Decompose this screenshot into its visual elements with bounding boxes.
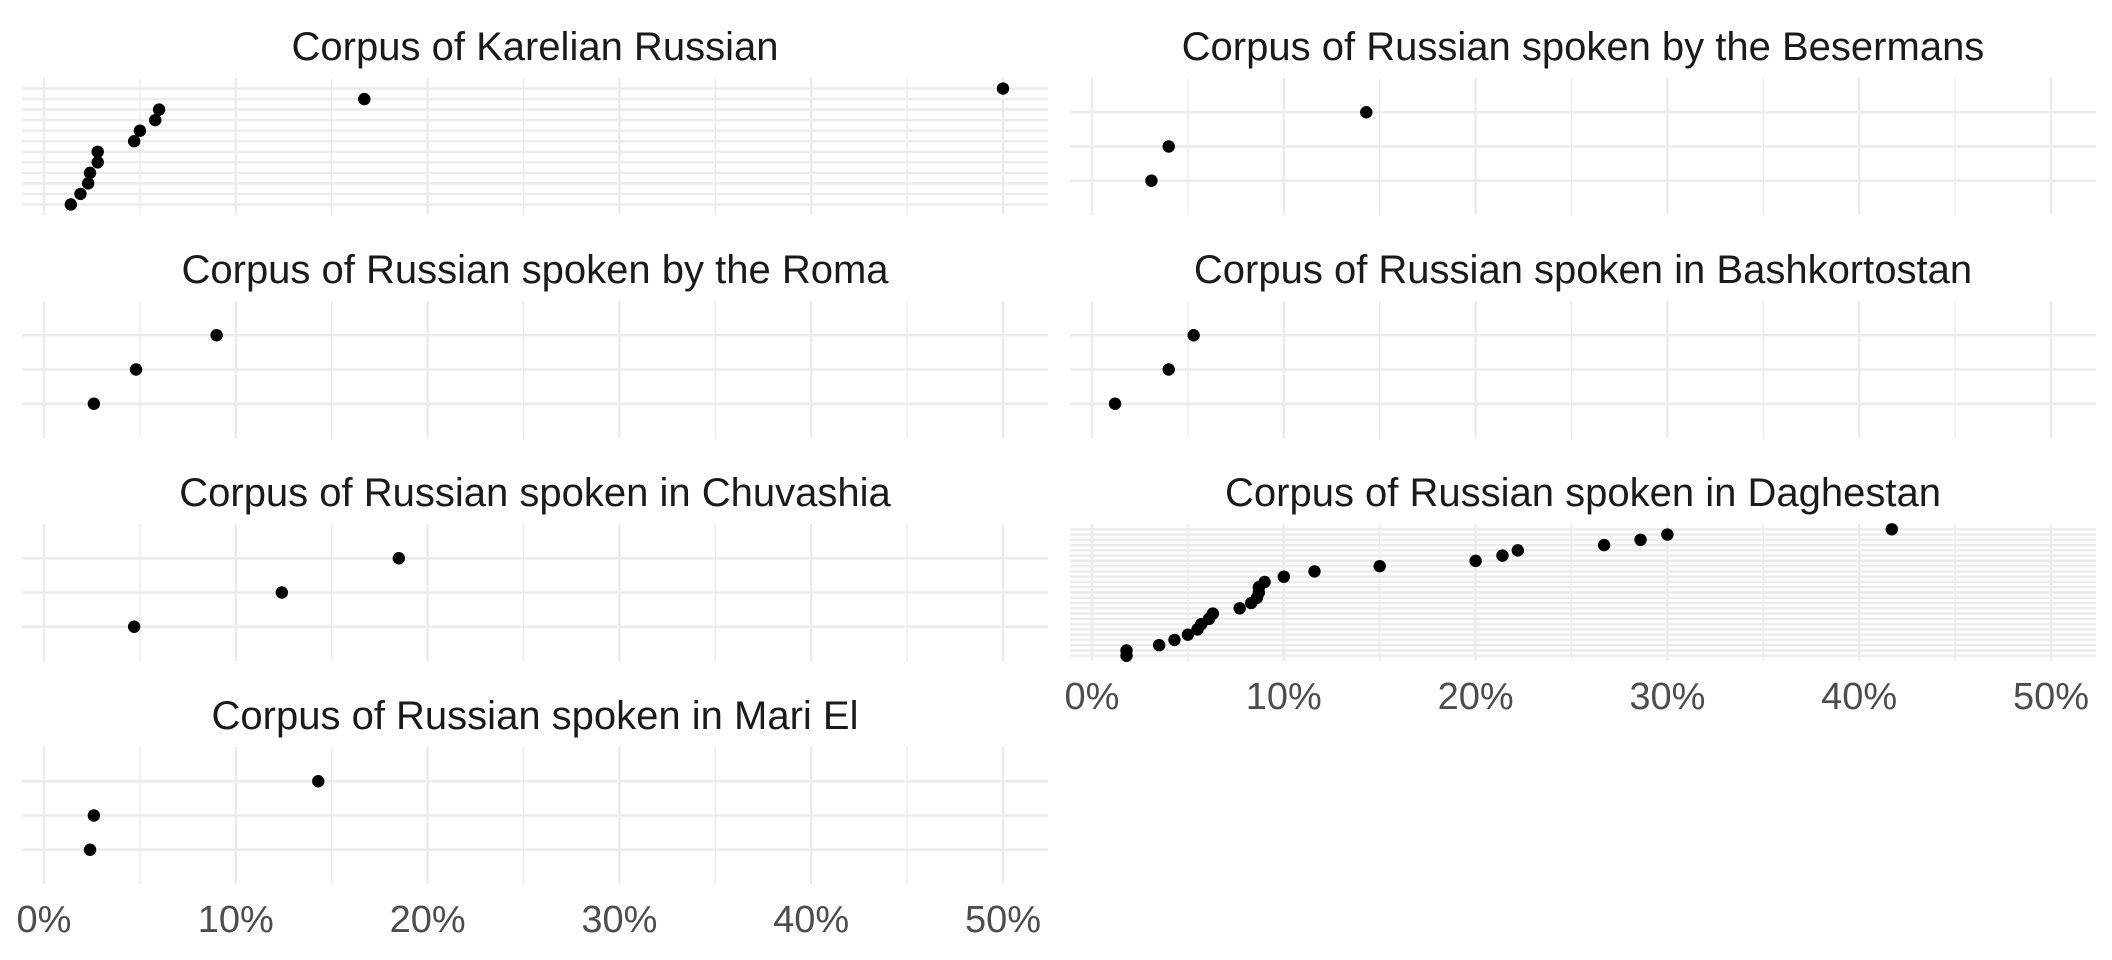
data-point (152, 103, 166, 116)
x-tick-label: 0% (17, 899, 72, 941)
data-point (1373, 559, 1386, 573)
x-tick-label: 40% (1821, 676, 1897, 718)
panel-2: Corpus of Russian spoken by the Beserman… (1070, 25, 2096, 215)
data-point (1360, 106, 1373, 119)
panel-1: Corpus of Karelian Russian (22, 25, 1048, 215)
x-tick-label: 20% (1438, 676, 1514, 718)
panel-title: Corpus of Russian spoken in Chuvashia (179, 471, 891, 515)
data-point (1152, 638, 1166, 652)
data-point (1308, 565, 1321, 578)
data-point (312, 775, 325, 788)
panel-title: Corpus of Russian spoken by the Roma (181, 248, 889, 292)
data-point (1511, 544, 1524, 557)
x-tick-label: 50% (965, 899, 1041, 941)
x-tick-label: 10% (198, 899, 274, 941)
panel-title: Corpus of Russian spoken by the Beserman… (1182, 25, 1985, 69)
x-tick-label: 0% (1065, 676, 1120, 718)
panel-3: Corpus of Russian spoken by the Roma (22, 248, 1048, 438)
panel-6: Corpus of Russian spoken in Daghestan 0% 1… (1065, 471, 2096, 718)
x-tick-label: 10% (1246, 676, 1322, 718)
data-point (1168, 633, 1181, 647)
x-tick-label: 40% (773, 899, 849, 941)
data-point (392, 552, 406, 565)
x-tick-label: 30% (1629, 676, 1705, 718)
x-tick-label: 30% (581, 899, 657, 941)
data-point (358, 92, 371, 106)
data-point (1162, 140, 1175, 153)
data-point (81, 177, 95, 190)
data-point (996, 82, 1010, 95)
data-point (91, 156, 104, 169)
data-point (83, 843, 97, 856)
data-point (1277, 570, 1291, 583)
data-point (1597, 538, 1611, 552)
data-point (83, 166, 97, 180)
data-point (129, 363, 143, 376)
panel-title: Corpus of Russian spoken in Mari El (212, 694, 859, 738)
data-point (1145, 174, 1158, 187)
data-point (149, 113, 162, 127)
data-point (87, 397, 101, 410)
x-tick-label: 20% (390, 899, 466, 941)
data-point (1661, 528, 1674, 541)
data-point (127, 135, 141, 148)
data-point (1634, 533, 1647, 547)
panel-5: Corpus of Russian spoken in Chuvashia (22, 471, 1048, 661)
x-tick-label: 50% (2013, 676, 2089, 718)
data-point (64, 198, 78, 211)
data-point (1191, 623, 1204, 636)
data-point (1885, 523, 1899, 536)
data-point (275, 586, 289, 599)
data-point (1233, 602, 1246, 615)
panel-4: Corpus of Russian spoken in Bashkortosta… (1070, 248, 2096, 438)
data-point (1187, 329, 1200, 342)
data-point (1496, 549, 1509, 562)
data-point (127, 620, 141, 633)
data-point (74, 187, 87, 201)
data-point (133, 124, 147, 137)
data-point (1244, 596, 1258, 610)
data-point (1181, 628, 1195, 641)
panel-title: Corpus of Russian spoken in Bashkortosta… (1194, 248, 1972, 292)
data-point (1162, 363, 1175, 376)
panel-title: Corpus of Russian spoken in Daghestan (1225, 471, 1941, 515)
data-point (210, 329, 223, 342)
data-point (1108, 397, 1122, 410)
data-point (87, 809, 101, 822)
data-point (1120, 649, 1133, 662)
panel-title: Corpus of Karelian Russian (292, 25, 779, 69)
data-point (91, 145, 104, 158)
data-point (1469, 554, 1482, 568)
panel-7: Corpus of Russian spoken in Mari El 0% 10%… (17, 694, 1048, 941)
